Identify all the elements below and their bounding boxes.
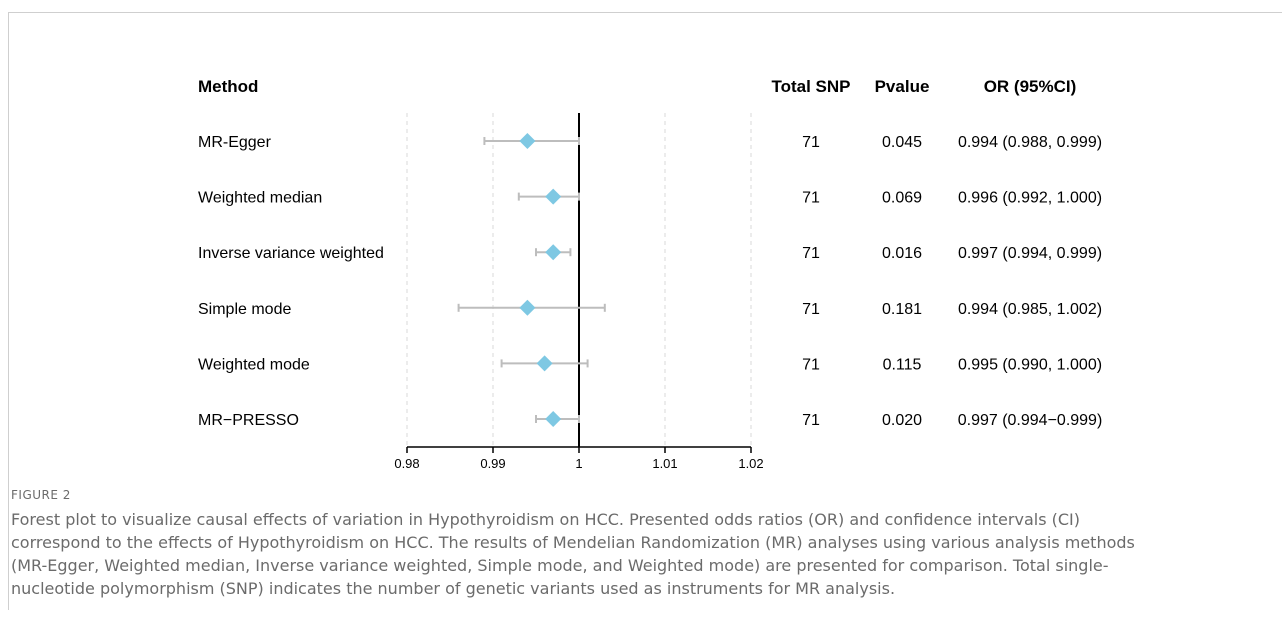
x-tick-label: 1.02	[738, 456, 763, 471]
snp-value: 71	[802, 190, 820, 207]
method-label: MR−PRESSO	[198, 412, 299, 429]
or-ci-value: 0.994 (0.985, 1.002)	[958, 301, 1102, 318]
pvalue-value: 0.181	[882, 301, 922, 318]
or-ci-value: 0.995 (0.990, 1.000)	[958, 356, 1102, 373]
figure-label: FIGURE 2	[11, 488, 71, 502]
figure-caption: Forest plot to visualize causal effects …	[11, 508, 1273, 600]
or-point-marker	[536, 355, 553, 372]
or-point-marker	[519, 299, 536, 316]
or-ci-value: 0.997 (0.994−0.999)	[958, 412, 1103, 429]
x-tick-label: 0.99	[480, 456, 505, 471]
pvalue-value: 0.115	[883, 356, 922, 373]
method-label: MR-Egger	[198, 134, 272, 151]
or-point-marker	[545, 244, 562, 261]
pvalue-value: 0.016	[882, 245, 922, 262]
method-label: Simple mode	[198, 301, 291, 318]
pvalue-value: 0.045	[882, 134, 922, 151]
snp-value: 71	[802, 356, 820, 373]
x-tick-label: 1	[575, 456, 582, 471]
snp-value: 71	[802, 412, 820, 429]
header-or-ci: OR (95%CI)	[984, 77, 1077, 96]
snp-value: 71	[802, 134, 820, 151]
method-label: Inverse variance weighted	[198, 245, 384, 262]
or-point-marker	[545, 411, 562, 427]
forest-plot: Method Total SNP Pvalue OR (95%CI) 0.98 0.99 1…	[198, 77, 1103, 471]
frame-left-border	[8, 12, 9, 610]
header-method: Method	[198, 77, 258, 96]
pvalue-value: 0.020	[882, 412, 922, 429]
snp-value: 71	[802, 301, 820, 318]
x-tick-label: 0.98	[394, 456, 419, 471]
caption-line: (MR-Egger, Weighted median, Inverse vari…	[11, 556, 1109, 575]
method-label: Weighted mode	[198, 356, 310, 373]
method-label: Weighted median	[198, 190, 322, 207]
header-total-snp: Total SNP	[771, 77, 850, 96]
or-ci-value: 0.996 (0.992, 1.000)	[958, 190, 1102, 207]
or-ci-value: 0.997 (0.994, 0.999)	[958, 245, 1102, 262]
caption-line: correspond to the effects of Hypothyroid…	[11, 533, 1135, 552]
caption-line: Forest plot to visualize causal effects …	[11, 510, 1080, 529]
snp-value: 71	[802, 245, 820, 262]
frame-top-border	[8, 12, 1282, 13]
or-point-marker	[545, 188, 562, 205]
or-point-marker	[519, 133, 536, 149]
or-ci-value: 0.994 (0.988, 0.999)	[958, 134, 1102, 151]
header-pvalue: Pvalue	[875, 77, 930, 96]
x-tick-label: 1.01	[652, 456, 677, 471]
pvalue-value: 0.069	[882, 190, 922, 207]
caption-line: nucleotide polymorphism (SNP) indicates …	[11, 579, 896, 598]
